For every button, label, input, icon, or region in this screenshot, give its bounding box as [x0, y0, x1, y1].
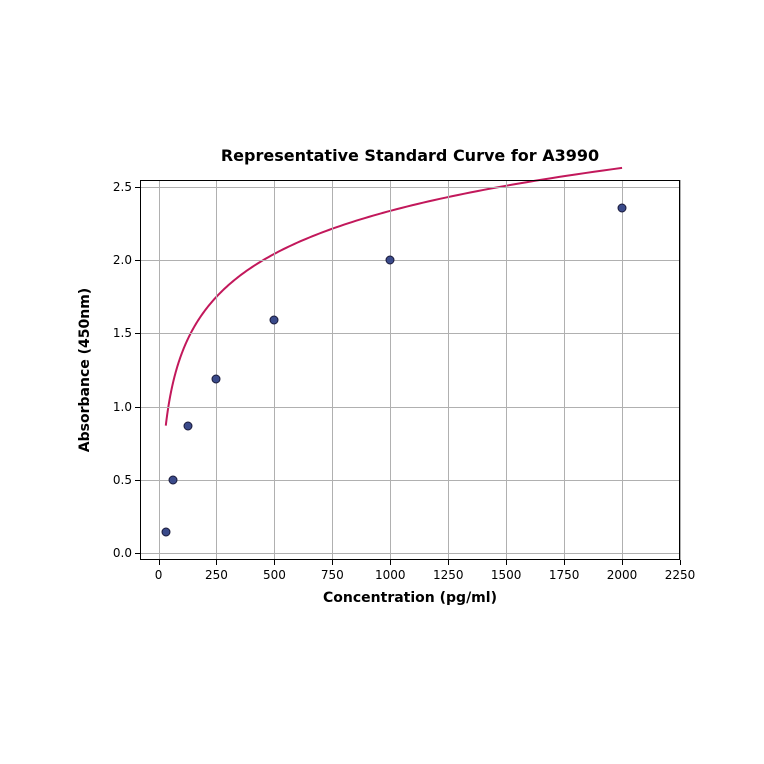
x-tick-label: 1750: [549, 568, 580, 582]
y-tick-label: 1.5: [113, 326, 132, 340]
grid-line-h: [140, 333, 680, 334]
grid-line-v: [274, 180, 275, 560]
grid-line-v: [332, 180, 333, 560]
x-tick-label: 1000: [375, 568, 406, 582]
x-tick: [564, 560, 565, 565]
data-point: [212, 374, 221, 383]
x-tick-label: 2250: [665, 568, 696, 582]
grid-line-h: [140, 553, 680, 554]
y-tick-label: 2.0: [113, 253, 132, 267]
x-tick-label: 500: [263, 568, 286, 582]
spine-top: [140, 180, 680, 181]
data-point: [161, 528, 170, 537]
grid-line-v: [390, 180, 391, 560]
x-tick-label: 2000: [607, 568, 638, 582]
grid-line-v: [680, 180, 681, 560]
x-tick-label: 1250: [433, 568, 464, 582]
y-tick: [135, 333, 140, 334]
y-tick-label: 0.5: [113, 473, 132, 487]
y-tick: [135, 260, 140, 261]
y-tick: [135, 480, 140, 481]
grid-line-v: [622, 180, 623, 560]
x-tick: [506, 560, 507, 565]
grid-line-h: [140, 260, 680, 261]
chart-title: Representative Standard Curve for A3990: [221, 146, 599, 165]
data-point: [270, 316, 279, 325]
data-point: [183, 421, 192, 430]
grid-line-v: [216, 180, 217, 560]
x-tick: [680, 560, 681, 565]
x-tick: [332, 560, 333, 565]
x-tick: [622, 560, 623, 565]
y-tick-label: 2.5: [113, 180, 132, 194]
data-point: [618, 203, 627, 212]
plot-area: [140, 180, 680, 560]
grid-line-h: [140, 187, 680, 188]
grid-line-v: [448, 180, 449, 560]
x-tick: [390, 560, 391, 565]
y-tick: [135, 553, 140, 554]
grid-line-v: [564, 180, 565, 560]
y-tick-label: 0.0: [113, 546, 132, 560]
x-tick: [274, 560, 275, 565]
x-tick-label: 750: [321, 568, 344, 582]
fit-curve-path: [166, 168, 622, 426]
x-tick: [216, 560, 217, 565]
grid-line-h: [140, 407, 680, 408]
grid-line-v: [159, 180, 160, 560]
y-axis-label: Absorbance (450nm): [77, 288, 93, 452]
x-tick-label: 250: [205, 568, 228, 582]
x-tick: [159, 560, 160, 565]
spine-left: [140, 180, 141, 560]
x-tick: [448, 560, 449, 565]
x-tick-label: 1500: [491, 568, 522, 582]
y-tick: [135, 407, 140, 408]
y-tick: [135, 187, 140, 188]
x-tick-label: 0: [155, 568, 163, 582]
grid-line-h: [140, 480, 680, 481]
data-point: [386, 256, 395, 265]
grid-line-v: [506, 180, 507, 560]
spine-right: [679, 180, 680, 560]
chart-canvas: Representative Standard Curve for A3990 …: [0, 0, 764, 764]
spine-bottom: [140, 559, 680, 560]
y-tick-label: 1.0: [113, 400, 132, 414]
fit-curve: [140, 180, 680, 560]
x-axis-label: Concentration (pg/ml): [323, 590, 497, 606]
data-point: [169, 475, 178, 484]
